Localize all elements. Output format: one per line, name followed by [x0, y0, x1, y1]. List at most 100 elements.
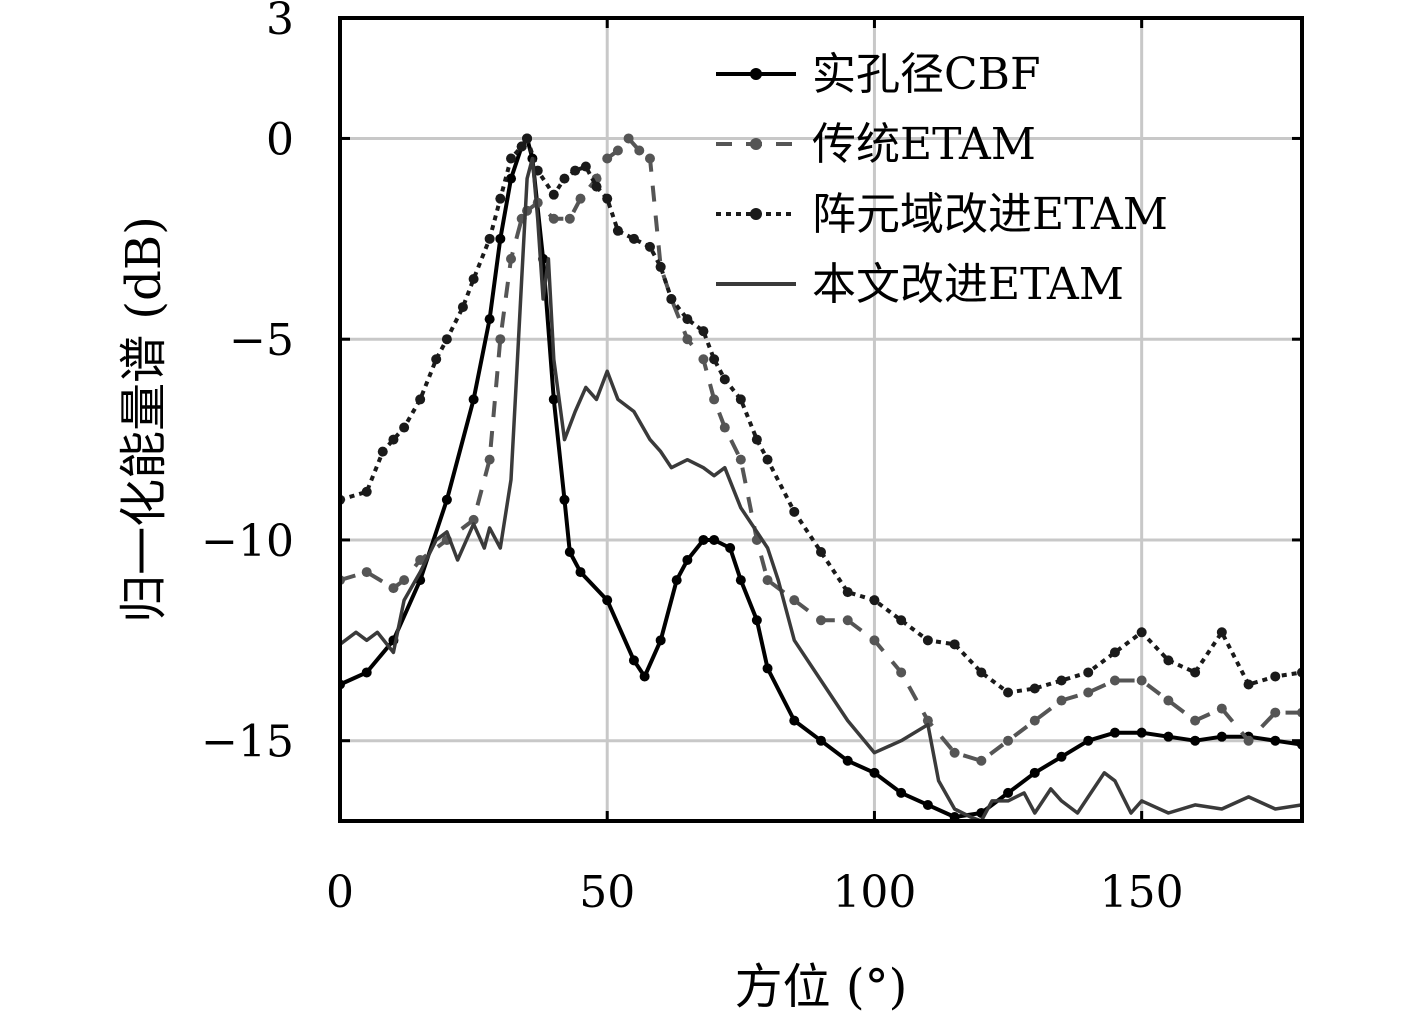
legend-label: 本文改进ETAM	[812, 259, 1124, 310]
data-point	[842, 755, 853, 766]
data-point	[842, 615, 853, 626]
data-point	[709, 534, 720, 545]
data-point	[1216, 731, 1227, 742]
data-point	[949, 639, 960, 650]
data-point	[484, 233, 495, 244]
data-point	[698, 534, 709, 545]
data-point	[468, 273, 479, 284]
data-point	[1190, 667, 1201, 678]
plot-frame	[338, 16, 1304, 823]
data-point	[1029, 683, 1040, 694]
legend-marker	[750, 208, 762, 220]
data-point	[896, 667, 907, 678]
series-4	[340, 156, 1302, 821]
data-point	[1109, 727, 1120, 738]
data-point	[564, 213, 575, 224]
series-group	[340, 133, 1302, 821]
data-point	[789, 595, 800, 606]
data-point	[441, 334, 452, 345]
data-point	[1003, 787, 1014, 798]
data-point	[495, 233, 506, 244]
data-point	[580, 161, 591, 172]
data-point	[495, 334, 506, 345]
data-point	[698, 326, 709, 337]
data-point	[842, 587, 853, 598]
data-point	[976, 667, 987, 678]
data-point	[735, 394, 746, 405]
data-point	[602, 153, 613, 164]
data-point	[1056, 751, 1067, 762]
data-point	[468, 394, 479, 405]
data-point	[922, 799, 933, 810]
data-point	[361, 486, 372, 497]
data-point	[468, 514, 479, 525]
data-point	[399, 575, 410, 586]
data-point	[1163, 731, 1174, 742]
series-line	[340, 136, 1302, 819]
data-point	[415, 394, 426, 405]
data-point	[655, 261, 666, 272]
data-point	[735, 575, 746, 586]
data-point	[1270, 671, 1281, 682]
data-point	[612, 145, 623, 156]
data-point	[816, 546, 826, 557]
data-point	[415, 555, 426, 566]
data-point	[698, 354, 709, 365]
data-point	[682, 334, 693, 345]
data-point	[949, 811, 960, 821]
data-point	[896, 787, 907, 798]
series-1	[340, 133, 1302, 821]
data-point	[751, 615, 762, 626]
data-point	[666, 294, 677, 305]
data-point	[762, 575, 773, 586]
data-point	[1083, 687, 1094, 698]
data-point	[1056, 695, 1067, 706]
data-point	[709, 394, 720, 405]
data-point	[431, 354, 442, 365]
data-point	[1109, 647, 1120, 658]
x-tick-label: 50	[579, 867, 635, 918]
series-line	[340, 156, 1302, 821]
data-point	[361, 667, 372, 678]
data-point	[457, 302, 468, 313]
data-point	[559, 173, 570, 184]
data-point	[644, 241, 655, 252]
data-point	[1029, 767, 1040, 778]
data-point	[1136, 727, 1147, 738]
data-point	[1243, 735, 1254, 746]
legend-marker	[750, 68, 762, 80]
y-tick-label: 0	[266, 114, 294, 165]
data-point	[602, 193, 613, 204]
y-axis-label: 归一化能量谱 (dB)	[116, 216, 172, 623]
data-point	[516, 141, 527, 152]
data-point	[816, 615, 826, 626]
data-point	[1083, 735, 1094, 746]
data-point	[655, 635, 666, 646]
data-point	[564, 546, 575, 557]
x-tick-label: 150	[1100, 867, 1184, 918]
data-point	[869, 595, 880, 606]
data-point	[628, 233, 639, 244]
data-point	[361, 567, 372, 578]
legend-label: 传统ETAM	[812, 119, 1036, 170]
y-tick-label: −10	[201, 516, 294, 567]
data-point	[495, 193, 506, 204]
y-tick-label: −15	[201, 717, 294, 768]
data-point	[591, 181, 602, 192]
data-point	[1163, 655, 1174, 666]
legend-label: 阵元域改进ETAM	[812, 189, 1168, 240]
data-point	[570, 165, 581, 176]
data-point	[548, 213, 559, 224]
data-point	[1270, 735, 1281, 746]
data-point	[762, 454, 773, 465]
data-point	[735, 454, 746, 465]
data-point	[506, 153, 517, 164]
data-point	[644, 153, 655, 164]
data-point	[484, 314, 495, 325]
data-point	[559, 494, 570, 505]
data-point	[725, 542, 736, 553]
tick-labels: 0 50 100 150 3 0 −5 −10 −15	[201, 0, 1184, 918]
data-point	[1216, 627, 1227, 638]
y-tick-label: −5	[229, 315, 294, 366]
